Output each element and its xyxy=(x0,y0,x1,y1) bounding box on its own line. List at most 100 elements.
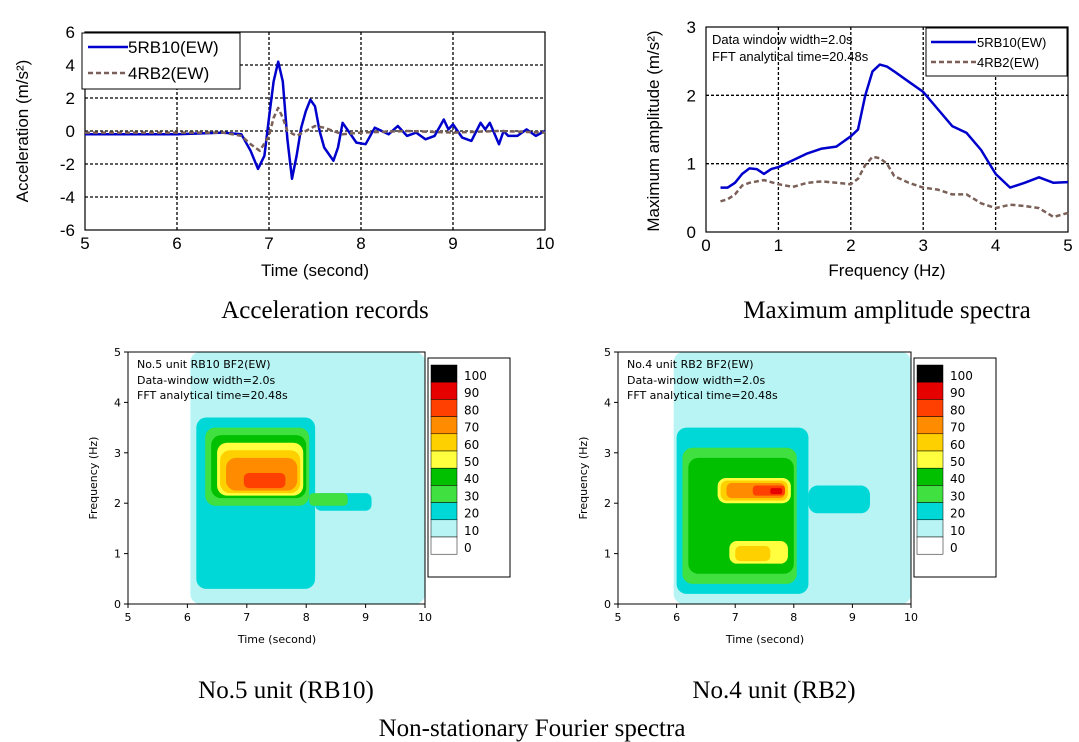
plot-frame xyxy=(705,26,1069,233)
legend-swatch-0 xyxy=(916,536,944,555)
legend-swatch-100 xyxy=(430,364,458,383)
legend-level-label: 0 xyxy=(950,541,958,555)
series-line-5rb10-ew xyxy=(85,60,546,181)
annotation-window: Data-window width=2.0s xyxy=(137,374,275,387)
x-tick-label: 7 xyxy=(264,234,273,253)
x-tick-label: 8 xyxy=(303,611,310,624)
legend-level-label: 70 xyxy=(464,421,479,435)
y-tick-label: 1 xyxy=(114,548,121,561)
legend-swatch-80 xyxy=(916,399,944,417)
legend-swatch-50 xyxy=(916,450,944,469)
y-axis-label: Frequency (Hz) xyxy=(577,437,590,520)
x-tick-label: 4 xyxy=(991,236,1000,255)
y-tick-label: 3 xyxy=(604,447,611,460)
y-tick-label: 1 xyxy=(604,548,611,561)
legend-swatch-40 xyxy=(430,467,458,486)
legend-level-label: 100 xyxy=(464,369,487,383)
caption-no4-unit: No.4 unit (RB2) xyxy=(692,677,855,704)
legend-swatch-90 xyxy=(430,381,458,400)
legend-level-label: 10 xyxy=(464,524,479,538)
legend-level-label: 40 xyxy=(464,472,479,486)
legend: 5RB10(EW) 4RB2(EW) xyxy=(81,32,241,90)
x-tick-label: 3 xyxy=(918,236,927,255)
amplitude-chart: 0 1 2 3 4 5 3 2 1 0 Data window width=2.0s FFT an… xyxy=(644,18,1073,324)
legend: 5RB10(EW) 4RB2(EW) xyxy=(925,27,1068,77)
x-tick-label: 9 xyxy=(362,611,369,624)
caption-maximum-amplitude-spectra: Maximum amplitude spectra xyxy=(743,297,1030,324)
y-tick-label: 0 xyxy=(66,122,75,141)
y-tick-label: 2 xyxy=(66,89,75,108)
legend-swatch-60 xyxy=(430,433,458,452)
caption-no5-unit: No.5 unit (RB10) xyxy=(198,677,374,704)
legend-label-4rb2: 4RB2(EW) xyxy=(977,55,1039,70)
x-axis-label: Time (second) xyxy=(261,261,369,280)
annotation-unit: No.4 unit RB2 BF2(EW) xyxy=(627,358,754,371)
series-line-4rb2-ew xyxy=(720,155,1069,219)
annotation-window: Data-window width=2.0s xyxy=(627,374,765,387)
y-tick-label: 4 xyxy=(66,56,75,75)
legend-level-label: 20 xyxy=(950,507,965,521)
legend-level-label: 50 xyxy=(464,455,479,469)
legend-swatch-30 xyxy=(916,485,944,503)
x-tick-label: 6 xyxy=(172,234,181,253)
legend-swatch-60 xyxy=(916,433,944,452)
x-tick-label: 2 xyxy=(846,236,855,255)
acceleration-chart: 5 6 7 8 9 10 6 4 2 0 -2 -4 -6 5RB10(EW) 4RB2(EW) Tim… xyxy=(13,23,554,324)
x-tick-label: 5 xyxy=(80,234,89,253)
y-tick-label: 3 xyxy=(114,447,121,460)
y-tick-label: 0 xyxy=(114,598,121,611)
legend-swatch-10 xyxy=(430,519,458,538)
x-tick-label: 6 xyxy=(184,611,191,624)
y-tick-label: 1 xyxy=(687,155,696,174)
contour-level-90 xyxy=(770,488,783,495)
y-tick-label: 4 xyxy=(114,396,121,409)
x-tick-label: 0 xyxy=(701,236,710,255)
y-tick-label: 5 xyxy=(114,346,121,359)
legend-level-label: 10 xyxy=(950,524,965,538)
contour-level-80 xyxy=(243,472,286,489)
figure-caption: Non-stationary Fourier spectra xyxy=(379,715,686,742)
x-axis-label: Time (second) xyxy=(237,633,316,646)
y-tick-label: 5 xyxy=(604,346,611,359)
y-tick-label: 4 xyxy=(604,396,611,409)
legend-level-label: 80 xyxy=(950,403,965,417)
legend-swatch-10 xyxy=(916,519,944,538)
y-tick-label: 2 xyxy=(114,497,121,510)
legend-level-label: 20 xyxy=(464,507,479,521)
x-tick-label: 10 xyxy=(904,611,918,624)
legend-level-label: 100 xyxy=(950,369,973,383)
legend-swatch-40 xyxy=(916,467,944,486)
legend-swatch-20 xyxy=(430,502,458,521)
x-tick-label: 10 xyxy=(536,234,555,253)
legend-level-label: 80 xyxy=(464,403,479,417)
annotation-unit: No.5 unit RB10 BF2(EW) xyxy=(137,358,271,371)
x-tick-label: 8 xyxy=(790,611,797,624)
x-axis-label: Frequency (Hz) xyxy=(828,261,945,280)
y-tick-label: 3 xyxy=(687,18,696,37)
contour-level-60 xyxy=(735,546,771,562)
series-line-5rb10-ew xyxy=(720,63,1069,189)
legend-level-label: 0 xyxy=(464,541,472,555)
y-axis-label: Maximum amplitude (m/s²) xyxy=(644,30,663,231)
legend-swatch-100 xyxy=(916,364,944,383)
legend-level-label: 60 xyxy=(950,438,965,452)
legend-swatch-30 xyxy=(430,485,458,503)
legend-swatch-80 xyxy=(430,399,458,417)
x-tick-label: 5 xyxy=(1063,236,1072,255)
y-axis-label: Frequency (Hz) xyxy=(87,437,100,520)
legend-level-label: 90 xyxy=(464,386,479,400)
legend-level-label: 30 xyxy=(464,489,479,503)
x-tick-label: 7 xyxy=(732,611,739,624)
legend-swatch-70 xyxy=(916,416,944,435)
x-tick-label: 8 xyxy=(356,234,365,253)
series-line-4rb2-ew xyxy=(85,106,546,153)
legend-label-5rb10: 5RB10(EW) xyxy=(128,38,219,57)
x-tick-label: 9 xyxy=(448,234,457,253)
x-tick-label: 9 xyxy=(849,611,856,624)
x-axis-label: Time (second) xyxy=(725,633,804,646)
